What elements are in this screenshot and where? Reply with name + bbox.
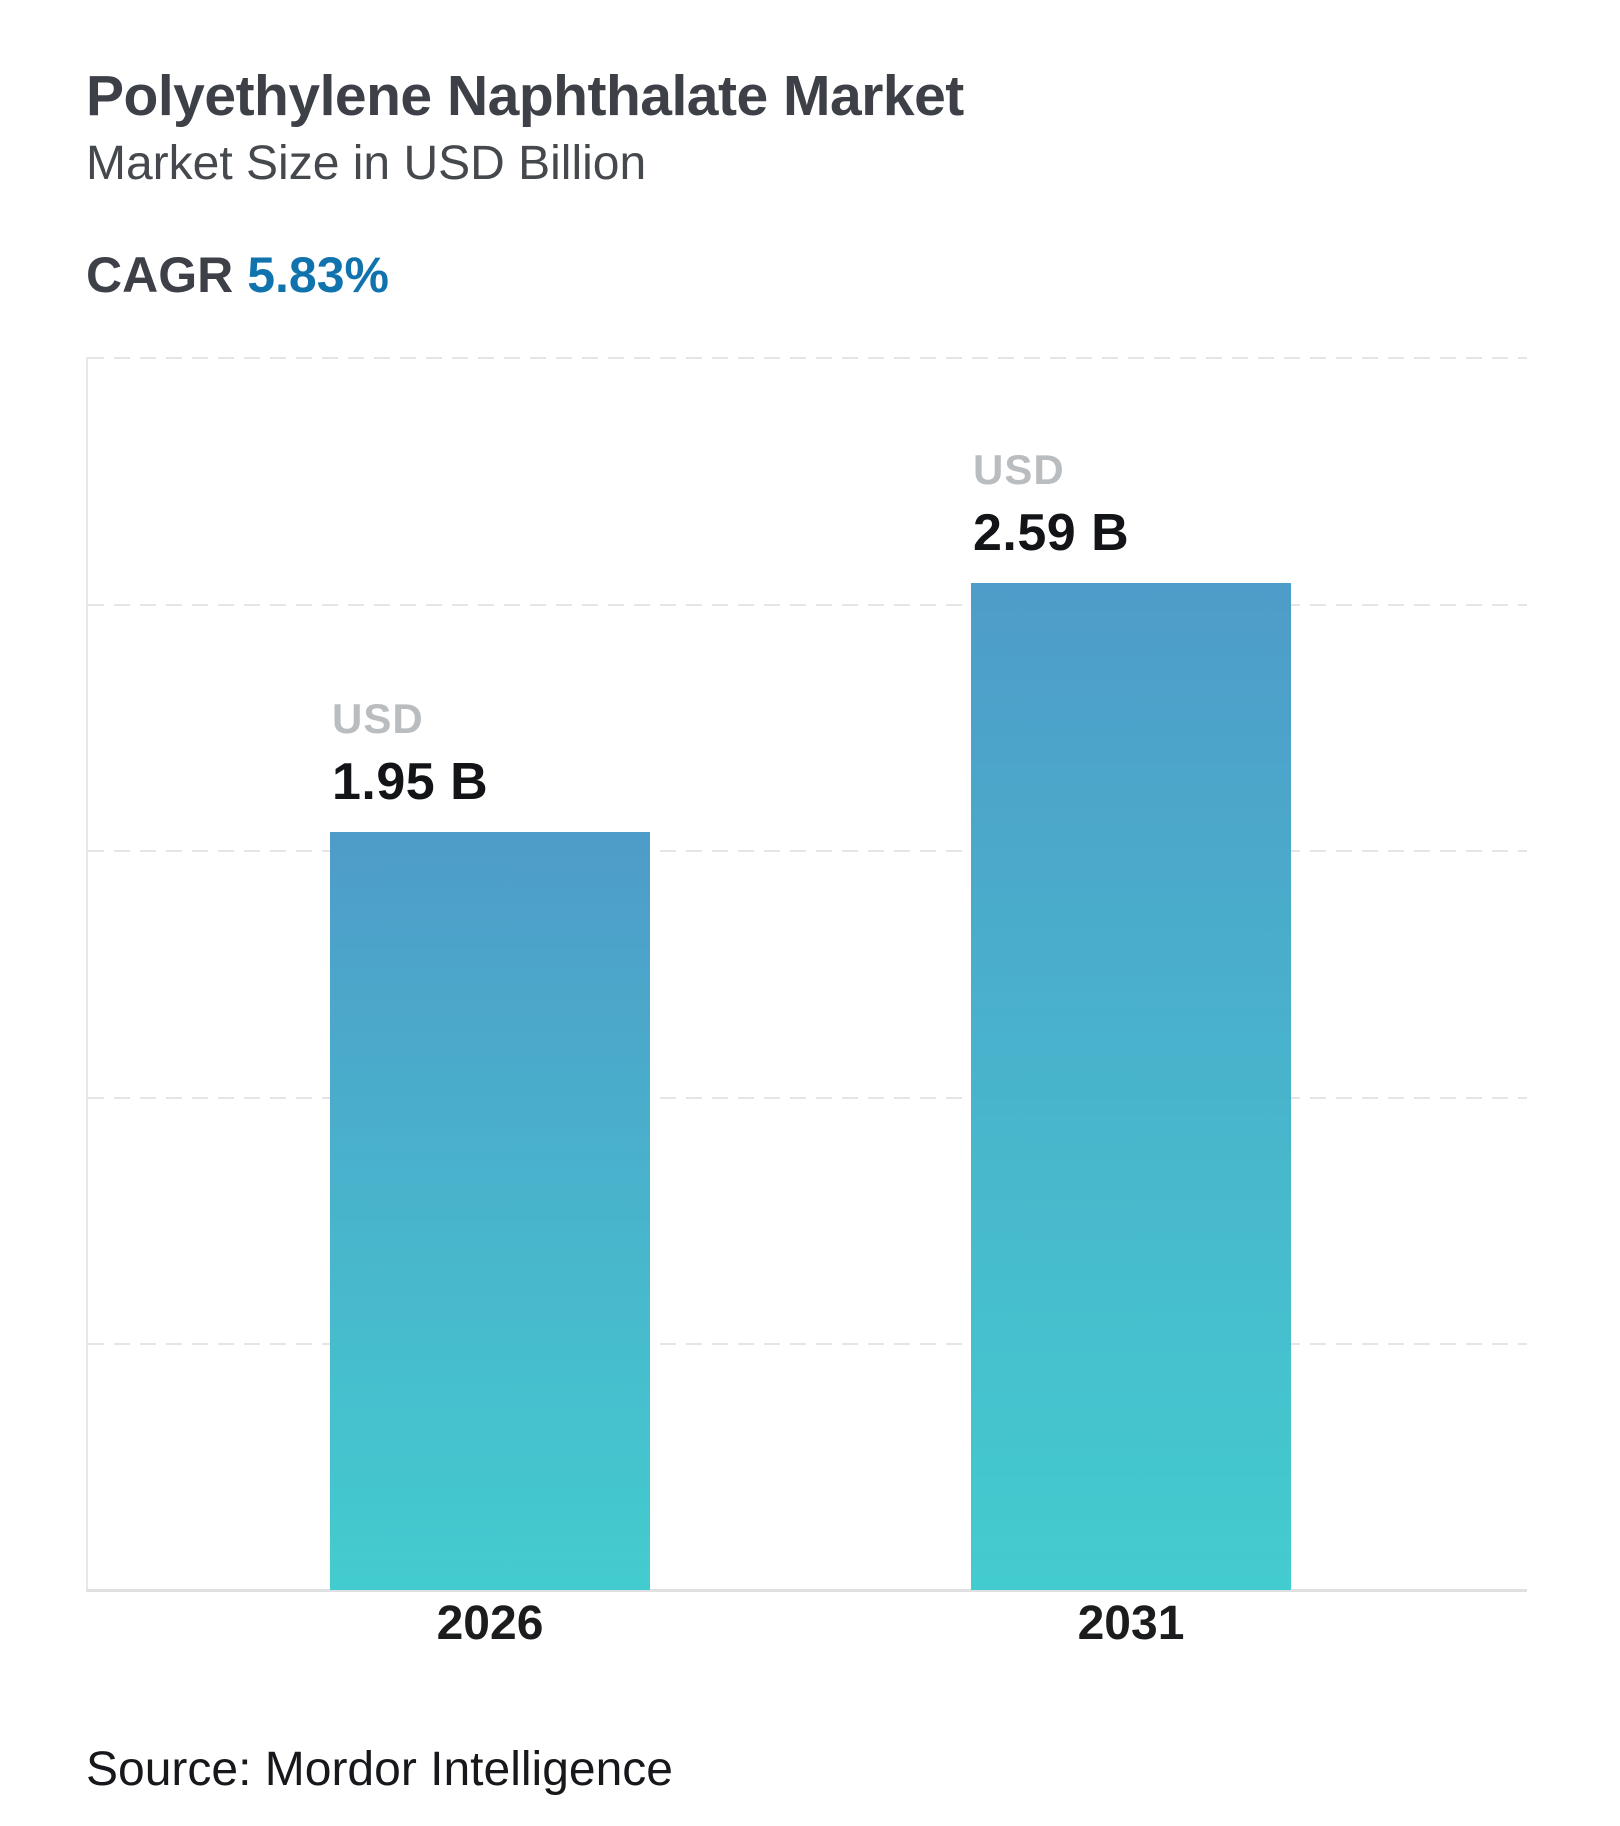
y-axis-line	[86, 357, 88, 1590]
gridline	[88, 357, 1527, 359]
gridline	[88, 603, 1527, 606]
bar-group-2031: USD 2.59 B 2031	[971, 448, 1291, 1648]
bar-2026	[330, 831, 650, 1590]
chart-header: Polyethylene Naphthalate Market Market S…	[86, 62, 964, 304]
cagr-value: 5.83%	[247, 247, 389, 304]
bar-group-2026: USD 1.95 B 2026	[330, 697, 650, 1648]
chart-title: Polyethylene Naphthalate Market	[86, 64, 964, 128]
gridline	[88, 1343, 1527, 1346]
gridline	[88, 1096, 1527, 1099]
bar-currency-label-2026: USD	[332, 694, 424, 742]
bar-2031	[971, 582, 1291, 1590]
cagr-label: CAGR	[86, 247, 234, 304]
plot-area: USD 1.95 B 2026 USD 2.59 B 2031	[86, 357, 1527, 1648]
bar-currency-label-2031: USD	[973, 445, 1065, 493]
cagr-row: CAGR 5.83%	[86, 246, 964, 304]
x-tick-label-2026: 2026	[436, 1597, 544, 1650]
bar-value-label-2026: 1.95 B	[332, 752, 489, 811]
x-axis-line	[86, 1589, 1527, 1592]
x-tick-label-2031: 2031	[1077, 1597, 1185, 1650]
chart-subtitle: Market Size in USD Billion	[86, 137, 647, 191]
bar-value-label-2031: 2.59 B	[973, 503, 1130, 562]
gridline	[88, 850, 1527, 853]
source-attribution: Source: Mordor Intelligence	[86, 1743, 673, 1796]
